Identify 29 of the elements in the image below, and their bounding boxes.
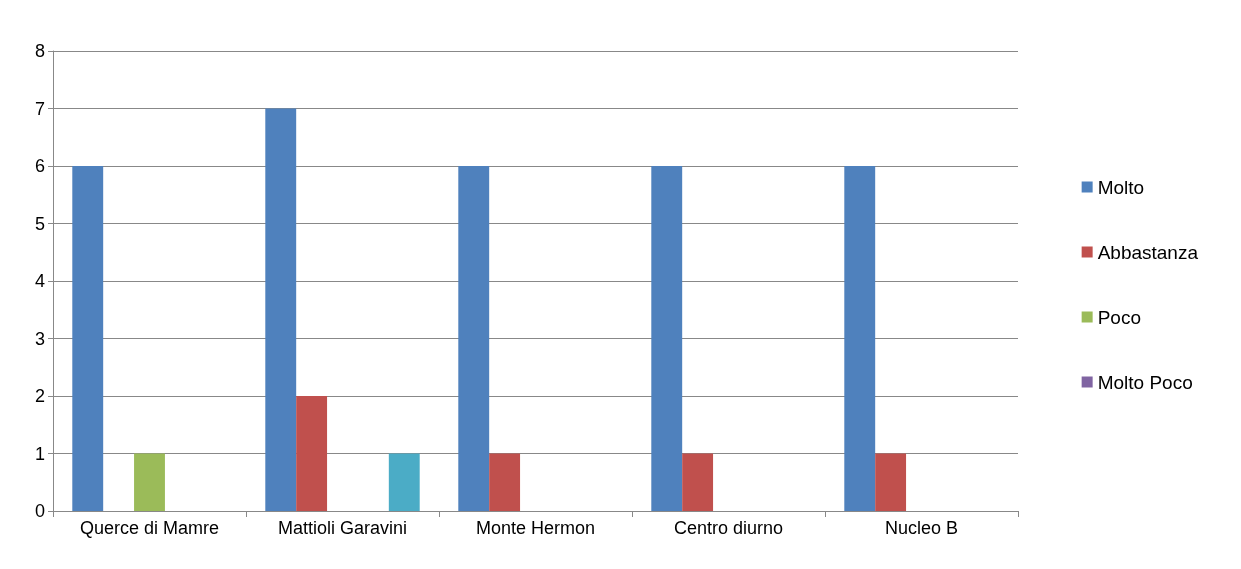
bar <box>296 396 328 511</box>
x-tick-label: Mattioli Garavini <box>277 518 408 538</box>
y-tick-label: 1 <box>34 443 45 464</box>
bar <box>134 453 165 511</box>
y-tick-label: 5 <box>34 213 45 234</box>
legend-label: Poco <box>1097 306 1141 328</box>
x-tick-label: Querce di Mamre <box>79 518 220 538</box>
y-tick-label: 4 <box>34 271 45 291</box>
legend-label: Molto Poco <box>1097 371 1193 393</box>
y-tick-label: 6 <box>34 156 45 176</box>
y-tick-label: 8 <box>34 41 45 61</box>
bar <box>682 453 714 511</box>
x-tick-label: Nucleo B <box>884 518 959 538</box>
bar <box>458 166 490 511</box>
x-tick-label: Centro diurno <box>673 518 784 538</box>
bar <box>72 166 104 511</box>
bar <box>651 166 683 511</box>
legend-label: Abbastanza <box>1097 241 1199 263</box>
bar <box>489 453 521 511</box>
bar <box>388 453 420 511</box>
bar <box>844 166 876 511</box>
y-tick-label: 7 <box>34 98 45 119</box>
y-tick-label: 2 <box>34 386 45 406</box>
legend-label: Molto <box>1097 176 1145 198</box>
bar <box>875 453 907 511</box>
y-tick-label: 3 <box>34 328 45 349</box>
bar <box>265 108 297 511</box>
y-tick-label: 0 <box>34 501 45 521</box>
x-tick-label: Monte Hermon <box>475 518 596 538</box>
